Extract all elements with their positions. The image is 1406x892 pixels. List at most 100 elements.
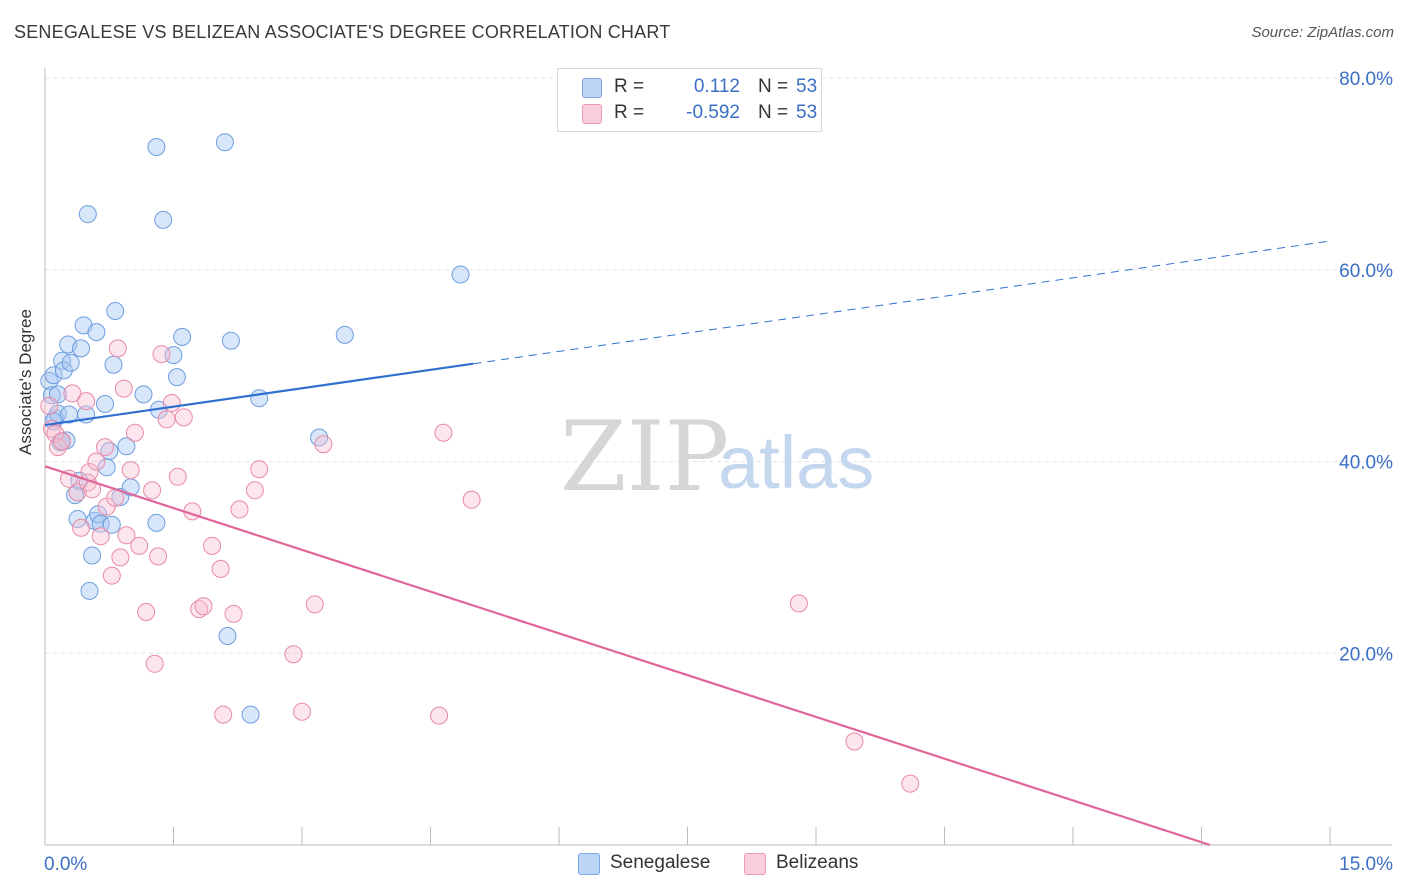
data-point-senegalese: [218, 627, 237, 645]
trend-line-senegalese-extension: [473, 240, 1331, 365]
data-point-senegalese: [54, 361, 73, 380]
data-point-belizeans: [77, 392, 96, 411]
data-point-senegalese: [42, 386, 61, 405]
data-point-belizeans: [72, 518, 90, 537]
y-tick-label: 80.0%: [1339, 69, 1393, 90]
watermark-zip: ZIP: [560, 401, 729, 513]
data-point-belizeans: [114, 379, 133, 398]
data-point-belizeans: [152, 345, 171, 364]
y-tick-label: 40.0%: [1339, 453, 1393, 474]
data-point-belizeans: [111, 548, 130, 567]
data-point-senegalese: [66, 486, 84, 505]
data-point-senegalese: [61, 353, 80, 372]
data-point-belizeans: [434, 423, 453, 442]
series-belizeans: [40, 339, 920, 793]
data-point-senegalese: [78, 205, 97, 224]
data-point-senegalese: [106, 302, 125, 320]
data-point-belizeans: [87, 452, 106, 471]
x-tick-label-min: 0.0%: [44, 854, 87, 875]
legend-n-label: N =: [758, 76, 789, 97]
legend-n-value-belizeans: 53: [796, 102, 818, 123]
bottom-legend-label-belizeans: Belizeans: [776, 852, 859, 873]
legend-r-label: R =: [614, 76, 645, 97]
chart-title: SENEGALESE VS BELIZEAN ASSOCIATE'S DEGRE…: [14, 22, 671, 42]
data-point-belizeans: [143, 481, 162, 500]
data-point-belizeans: [214, 705, 233, 724]
y-axis-label: Associate's Degree: [16, 309, 35, 455]
data-point-belizeans: [430, 706, 449, 725]
data-point-belizeans: [224, 604, 243, 623]
bottom-legend-swatch-belizeans: [744, 853, 766, 875]
data-point-senegalese: [80, 581, 99, 600]
data-point-senegalese: [104, 355, 123, 374]
data-point-senegalese: [96, 395, 114, 413]
data-point-belizeans: [462, 490, 481, 509]
data-point-senegalese: [173, 327, 192, 346]
data-point-senegalese: [335, 325, 354, 344]
trend-lines: [44, 240, 1331, 847]
data-point-belizeans: [145, 654, 164, 673]
data-point-belizeans: [845, 732, 864, 751]
data-point-belizeans: [91, 527, 110, 546]
axes: [44, 68, 1392, 846]
data-point-senegalese: [72, 339, 90, 358]
data-point-belizeans: [174, 408, 193, 427]
series-senegalese: [40, 133, 470, 724]
data-point-belizeans: [157, 410, 176, 429]
legend-swatch-senegalese: [582, 78, 602, 98]
trend-line-belizeans: [44, 465, 1211, 847]
data-point-belizeans: [194, 597, 213, 616]
watermark: ZIP atlas: [560, 401, 874, 513]
data-point-belizeans: [149, 547, 168, 566]
data-point-belizeans: [40, 396, 59, 415]
data-point-belizeans: [203, 536, 222, 555]
data-point-senegalese: [221, 331, 240, 350]
data-point-belizeans: [125, 423, 144, 442]
y-tick-label: 20.0%: [1339, 644, 1393, 665]
data-point-belizeans: [108, 339, 127, 358]
data-point-senegalese: [451, 265, 470, 284]
data-point-senegalese: [102, 515, 121, 534]
data-point-senegalese: [250, 389, 269, 408]
data-point-senegalese: [215, 133, 234, 152]
source-label: Source: ZipAtlas.com: [1251, 24, 1394, 41]
data-point-belizeans: [293, 702, 311, 721]
data-point-belizeans: [245, 481, 264, 500]
data-point-belizeans: [901, 774, 920, 793]
data-point-belizeans: [121, 461, 140, 480]
data-point-belizeans: [130, 536, 149, 555]
data-point-senegalese: [147, 513, 166, 532]
legend-r-value-senegalese: 0.112: [693, 76, 740, 97]
data-point-senegalese: [83, 546, 102, 565]
data-point-senegalese: [167, 368, 186, 387]
bottom-legend-swatch-senegalese: [578, 853, 600, 875]
data-point-senegalese: [134, 385, 153, 404]
data-point-senegalese: [241, 705, 260, 724]
data-point-belizeans: [211, 559, 230, 578]
watermark-atlas: atlas: [718, 421, 874, 504]
legend-n-value-senegalese: 53: [796, 76, 818, 97]
data-point-belizeans: [789, 594, 808, 613]
data-point-senegalese: [87, 323, 106, 342]
data-point-belizeans: [305, 595, 324, 614]
data-point-belizeans: [96, 438, 114, 457]
trend-line-senegalese: [44, 362, 474, 427]
data-point-belizeans: [284, 645, 303, 664]
data-point-senegalese: [117, 437, 136, 456]
x-tick-label-max: 15.0%: [1339, 854, 1393, 875]
data-point-senegalese: [147, 138, 166, 156]
data-point-belizeans: [137, 603, 156, 621]
data-point-belizeans: [250, 460, 269, 479]
legend-r-label: R =: [614, 102, 645, 123]
data-point-belizeans: [230, 500, 249, 519]
legend-n-label: N =: [758, 102, 789, 123]
data-point-belizeans: [168, 467, 187, 486]
data-point-belizeans: [53, 432, 72, 451]
data-point-belizeans: [117, 526, 136, 545]
data-point-belizeans: [162, 394, 181, 412]
data-point-belizeans: [102, 566, 121, 585]
data-point-senegalese: [154, 210, 173, 229]
y-tick-label: 60.0%: [1339, 261, 1393, 282]
legend-r-value-belizeans: -0.592: [686, 102, 740, 123]
